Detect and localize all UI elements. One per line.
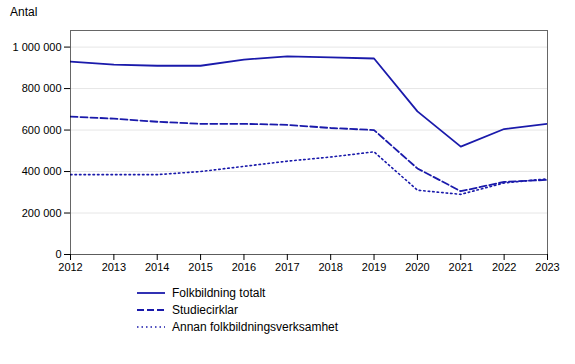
html-text:Studiecirklar: Studiecirklar xyxy=(172,302,238,317)
svg-text:2022: 2022 xyxy=(492,261,516,273)
svg-text:0: 0 xyxy=(55,248,61,260)
svg-text:2023: 2023 xyxy=(535,261,559,273)
html-text:Folkbildning totalt: Folkbildning totalt xyxy=(172,285,266,300)
svg-text:200 000: 200 000 xyxy=(22,207,62,219)
svg-text:600 000: 600 000 xyxy=(22,124,62,136)
svg-text:2019: 2019 xyxy=(362,261,386,273)
svg-text:2021: 2021 xyxy=(449,261,473,273)
svg-text:2015: 2015 xyxy=(188,261,212,273)
svg-text:2013: 2013 xyxy=(102,261,126,273)
html-text:Antal: Antal xyxy=(10,5,38,19)
svg-text:2020: 2020 xyxy=(405,261,429,273)
svg-text:2014: 2014 xyxy=(145,261,169,273)
svg-text:2017: 2017 xyxy=(275,261,299,273)
svg-text:2012: 2012 xyxy=(58,261,82,273)
svg-text:400 000: 400 000 xyxy=(22,165,62,177)
svg-text:2018: 2018 xyxy=(318,261,342,273)
html-text:Annan folkbildningsverksamhet: Annan folkbildningsverksamhet xyxy=(172,319,339,334)
svg-text:2016: 2016 xyxy=(232,261,256,273)
svg-text:800 000: 800 000 xyxy=(22,82,62,94)
svg-text:1 000 000: 1 000 000 xyxy=(13,41,62,53)
